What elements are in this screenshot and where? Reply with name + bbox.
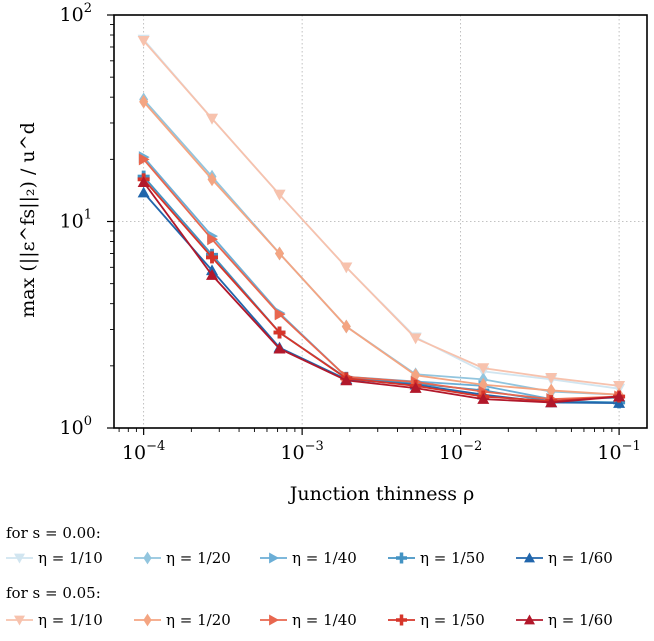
legend-marker bbox=[524, 552, 535, 563]
data-point bbox=[341, 319, 351, 334]
legend-entry: η = 1/10 bbox=[6, 549, 103, 567]
legend-label: η = 1/40 bbox=[292, 611, 357, 629]
data-point bbox=[206, 113, 219, 125]
legend-marker bbox=[524, 614, 535, 625]
data-point bbox=[137, 176, 150, 187]
y-axis-label: max (||ε^fs||₂) / u^d bbox=[17, 122, 39, 318]
data-point bbox=[477, 363, 490, 375]
data-point bbox=[206, 269, 219, 280]
series-lines bbox=[137, 34, 626, 409]
legend-entry: η = 1/40 bbox=[260, 611, 357, 629]
data-point bbox=[137, 35, 150, 47]
legend-marker bbox=[396, 614, 407, 626]
grid-lines bbox=[114, 14, 647, 429]
series-5 bbox=[137, 35, 626, 392]
series-3 bbox=[137, 170, 626, 409]
legend-label: η = 1/60 bbox=[548, 611, 613, 629]
data-point bbox=[137, 186, 150, 198]
series-8 bbox=[137, 173, 626, 408]
y-tick-label: 102 bbox=[60, 1, 92, 26]
data-point bbox=[477, 393, 490, 404]
data-point bbox=[139, 94, 149, 109]
legend-marker bbox=[269, 552, 279, 564]
legend-marker bbox=[396, 552, 407, 564]
legend-label: η = 1/20 bbox=[166, 549, 231, 567]
data-point bbox=[207, 233, 219, 246]
legend-label: η = 1/10 bbox=[38, 611, 103, 629]
legend-marker bbox=[14, 615, 25, 626]
legend-label: η = 1/40 bbox=[292, 549, 357, 567]
legend-row-s000: η = 1/10 η = 1/20 η = 1/40 η = 1/50 η = 1/60 bbox=[6, 549, 613, 567]
legend-label: η = 1/50 bbox=[420, 611, 485, 629]
series-6 bbox=[139, 94, 624, 402]
legend: for s = 0.00: η = 1/10 η = 1/20 η = 1/40 η … bbox=[6, 524, 613, 629]
legend-entry: η = 1/50 bbox=[388, 611, 485, 629]
series-line bbox=[142, 158, 620, 401]
series-line bbox=[142, 181, 620, 404]
series-line bbox=[142, 39, 620, 390]
y-axis-label-text: max (||ε^fs||₂) / u^d bbox=[17, 122, 39, 318]
series-line bbox=[142, 40, 620, 387]
legend-label: η = 1/60 bbox=[548, 549, 613, 567]
legend-entry: η = 1/40 bbox=[260, 549, 357, 567]
data-point bbox=[273, 326, 286, 339]
data-point bbox=[340, 374, 353, 386]
legend-marker bbox=[269, 614, 279, 626]
series-line bbox=[142, 175, 620, 404]
series-line bbox=[142, 101, 620, 396]
data-point bbox=[206, 251, 219, 264]
axis-ticks: 10−4 10−3 10−2 10−1 100 101 102 bbox=[60, 1, 641, 464]
data-point bbox=[409, 333, 422, 345]
data-point bbox=[207, 172, 217, 187]
data-point bbox=[545, 373, 558, 384]
legend-marker bbox=[143, 551, 152, 565]
legend-entry: η = 1/20 bbox=[134, 549, 231, 567]
legend-entry: η = 1/10 bbox=[6, 611, 103, 629]
x-tick-label: 10−2 bbox=[439, 439, 482, 464]
legend-label: η = 1/50 bbox=[420, 549, 485, 567]
x-axis-label: Junction thinness ρ bbox=[288, 483, 475, 505]
series-line bbox=[142, 178, 620, 402]
series-0 bbox=[137, 34, 626, 395]
y-tick-label: 100 bbox=[60, 414, 92, 439]
legend-entry: η = 1/20 bbox=[134, 611, 231, 629]
legend-entry: η = 1/50 bbox=[388, 549, 485, 567]
legend-group1-title: for s = 0.00: bbox=[6, 524, 101, 542]
series-1 bbox=[139, 92, 624, 402]
legend-row-s005: η = 1/10 η = 1/20 η = 1/40 η = 1/50 η = 1/60 bbox=[6, 611, 613, 629]
legend-marker bbox=[14, 553, 25, 564]
legend-entry: η = 1/60 bbox=[516, 549, 613, 567]
legend-entry: η = 1/60 bbox=[516, 611, 613, 629]
data-point bbox=[275, 246, 285, 261]
legend-label: η = 1/10 bbox=[38, 549, 103, 567]
x-tick-label: 10−4 bbox=[122, 439, 165, 464]
series-line bbox=[142, 192, 620, 405]
data-point bbox=[545, 396, 558, 408]
data-point bbox=[613, 390, 626, 402]
data-point bbox=[273, 189, 286, 201]
legend-marker bbox=[143, 613, 152, 627]
y-tick-label: 101 bbox=[60, 208, 92, 233]
data-point bbox=[138, 153, 150, 166]
x-tick-label: 10−3 bbox=[280, 439, 323, 464]
x-axis-label-text: Junction thinness ρ bbox=[288, 483, 475, 505]
data-point bbox=[546, 383, 556, 398]
series-9 bbox=[137, 176, 626, 408]
x-tick-label: 10−1 bbox=[597, 439, 640, 464]
data-point bbox=[340, 262, 353, 274]
data-point bbox=[274, 308, 286, 321]
data-point bbox=[273, 342, 286, 354]
data-point bbox=[409, 382, 422, 393]
legend-label: η = 1/20 bbox=[166, 611, 231, 629]
data-point bbox=[613, 381, 626, 392]
legend-group2-title: for s = 0.05: bbox=[6, 584, 101, 602]
